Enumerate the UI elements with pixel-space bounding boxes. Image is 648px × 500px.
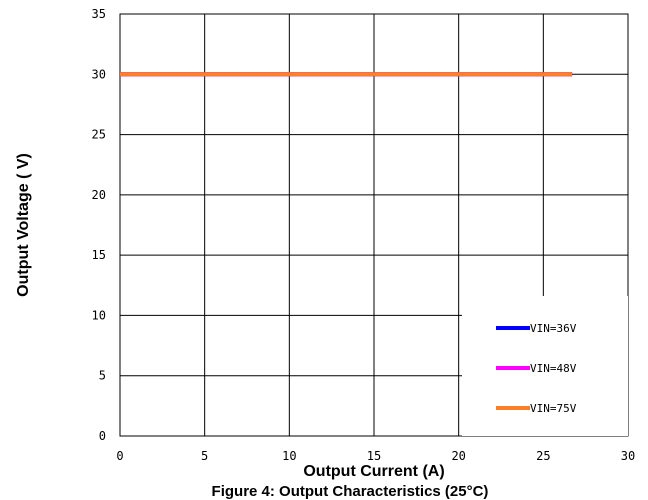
x-tick-label: 0 — [116, 449, 123, 463]
legend-label: VIN=75V — [530, 402, 577, 415]
legend-label: VIN=48V — [530, 362, 577, 375]
y-tick-label: 25 — [92, 128, 106, 142]
plot-frame — [119, 13, 629, 437]
x-tick-label: 5 — [201, 449, 208, 463]
y-tick-label: 15 — [92, 248, 106, 262]
x-axis-title: Output Current (A) — [303, 463, 444, 480]
x-tick-label: 10 — [282, 449, 296, 463]
legend-box — [462, 296, 628, 436]
x-tick-label: 30 — [621, 449, 635, 463]
y-tick-label: 0 — [99, 429, 106, 443]
y-tick-label: 20 — [92, 188, 106, 202]
y-tick-labels: 0 5 10 15 20 25 30 35 — [92, 7, 106, 443]
figure-caption: Figure 4: Output Characteristics (25°C) — [212, 483, 489, 500]
y-tick-label: 5 — [99, 369, 106, 383]
x-tick-label: 15 — [367, 449, 381, 463]
x-tick-labels: 0 5 10 15 20 25 30 — [116, 449, 635, 463]
y-axis-title: Output Voltage ( V) — [15, 153, 32, 297]
y-tick-label: 30 — [92, 67, 106, 81]
legend: VIN=36V VIN=48V VIN=75V — [462, 296, 628, 436]
legend-label: VIN=36V — [530, 322, 577, 335]
y-tick-label: 35 — [92, 7, 106, 21]
x-tick-label: 25 — [536, 449, 550, 463]
y-tick-label: 10 — [92, 308, 106, 322]
x-tick-label: 20 — [451, 449, 465, 463]
